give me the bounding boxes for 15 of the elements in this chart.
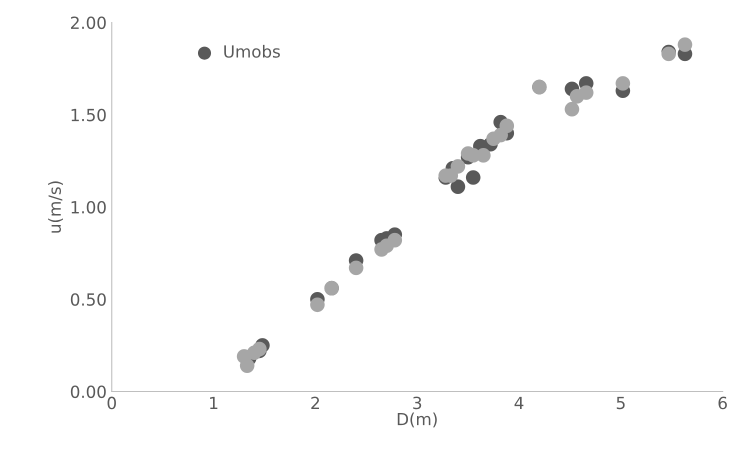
x-tick-label: 0 bbox=[108, 396, 116, 410]
x-tick-label: 3 bbox=[413, 396, 422, 410]
y-tick-label: 2.00 bbox=[71, 16, 106, 30]
x-tick-label: 5 bbox=[616, 396, 625, 410]
y-tick-label: 0.50 bbox=[70, 293, 106, 306]
x-tick-label: 1 bbox=[210, 396, 218, 410]
y-tick-label: 1.50 bbox=[72, 108, 106, 122]
legend-label: Umobs bbox=[224, 44, 280, 58]
x-axis-title: D(m) bbox=[398, 412, 437, 428]
y-tick-label: 1.00 bbox=[72, 200, 106, 214]
y-axis-title: u(m/s) bbox=[48, 181, 63, 233]
x-tick-label: 6 bbox=[718, 396, 727, 410]
x-tick-label: 4 bbox=[514, 396, 524, 410]
y-tick-label: 0.00 bbox=[70, 385, 106, 398]
x-tick-label: 2 bbox=[311, 396, 320, 410]
